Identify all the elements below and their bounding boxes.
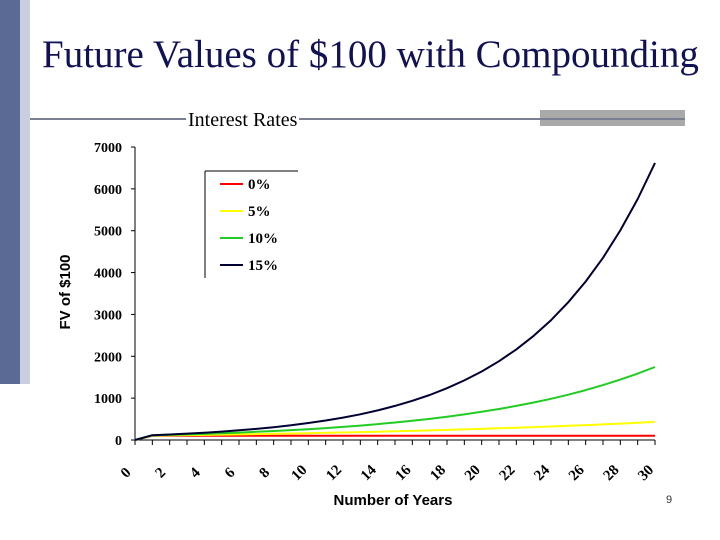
title-rule [30, 118, 685, 120]
x-tick-label: 0 [118, 465, 135, 482]
series-line-10-pct [134, 366, 656, 441]
x-tick-label: 16 [393, 462, 415, 484]
x-tick-label: 30 [635, 462, 657, 484]
page-number: 9 [666, 494, 673, 506]
x-tick-label: 6 [222, 465, 239, 482]
legend: 0% 5% 10% 15% [204, 170, 298, 278]
legend-label: 15% [248, 258, 278, 274]
series-line-0-pct [134, 434, 655, 441]
x-tick-label: 18 [427, 462, 449, 484]
y-tick-label: 2000 [94, 350, 122, 365]
y-tick-label: 7000 [94, 141, 122, 156]
x-tick-label: 22 [497, 462, 519, 484]
x-tick-label: 12 [323, 462, 345, 484]
x-tick-label: 26 [566, 462, 588, 484]
x-tick-label: 20 [462, 462, 484, 484]
x-tick-label: 4 [187, 465, 204, 482]
x-axis: 0 2 4 6 8 10 12 14 16 18 20 22 24 26 28 30 [118, 439, 657, 484]
y-tick-label: 0 [115, 434, 122, 449]
x-axis-title: Number of Years [334, 492, 453, 509]
y-axis: 0 1000 2000 3000 4000 5000 6000 7000 [94, 141, 136, 449]
series-line-5-pct [134, 420, 656, 441]
x-tick-label: 14 [358, 462, 380, 484]
y-axis-title: FV of $100 [57, 254, 74, 329]
x-tick-label: 2 [153, 465, 170, 482]
x-tick-label: 8 [257, 465, 274, 482]
legend-label: 0% [248, 177, 271, 193]
x-tick-label: 24 [531, 462, 553, 484]
y-tick-label: 3000 [94, 308, 122, 323]
y-tick-label: 5000 [94, 225, 122, 240]
series-line-15-pct [134, 162, 656, 441]
slide-title: Future Values of $100 with Compounding [42, 33, 699, 76]
legend-label: 5% [248, 204, 271, 220]
chart-title: Interest Rates [186, 109, 300, 132]
y-tick-label: 1000 [94, 392, 122, 407]
y-tick-label: 6000 [94, 183, 122, 198]
legend-label: 10% [248, 231, 278, 247]
x-tick-label: 28 [601, 462, 623, 484]
slide-accent-bar [0, 0, 30, 384]
x-tick-label: 10 [289, 462, 311, 484]
y-tick-label: 4000 [94, 267, 122, 282]
series-lines [134, 162, 656, 441]
